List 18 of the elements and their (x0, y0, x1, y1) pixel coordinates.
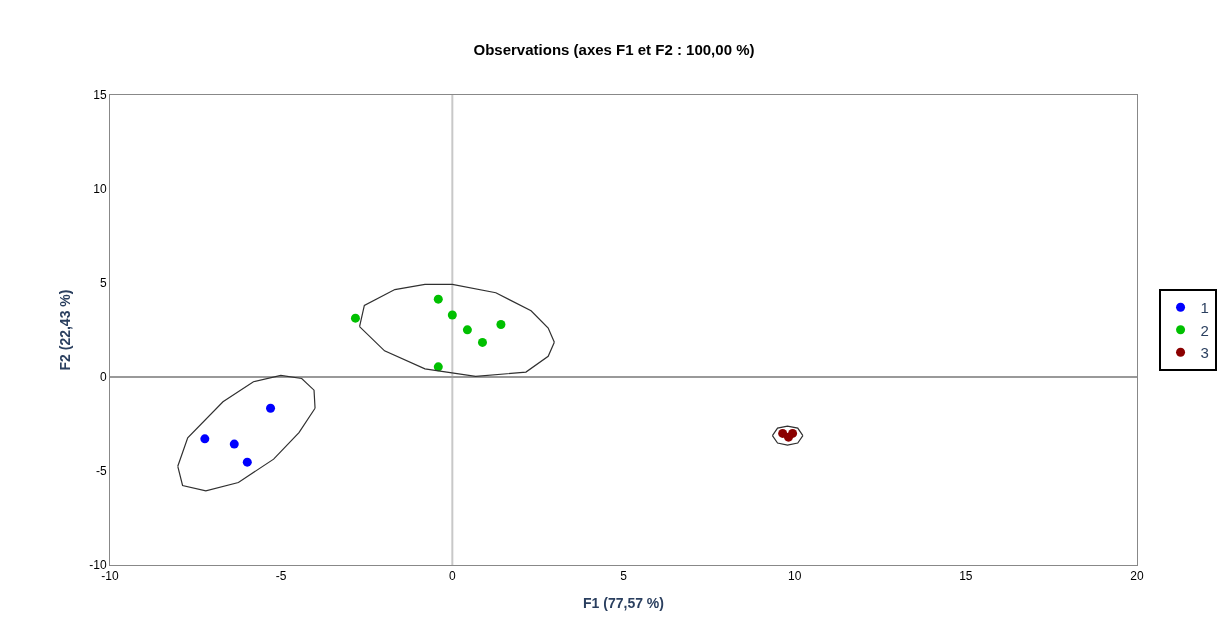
legend-label: 2 (1200, 321, 1209, 339)
y-tick-label: -5 (95, 464, 107, 479)
y-tick-label: 5 (99, 276, 107, 291)
chart-title: Observations (axes F1 et F2 : 100,00 %) (473, 40, 755, 58)
x-tick-label: 0 (448, 569, 456, 584)
x-tick-label: 5 (620, 569, 628, 584)
legend-label: 1 (1200, 299, 1209, 317)
y-tick-label: 15 (93, 88, 107, 103)
legend-label: 3 (1200, 344, 1209, 362)
x-axis-title: F1 (77,57 %) (583, 594, 664, 611)
y-axis-title: F2 (22,43 %) (56, 289, 73, 371)
y-tick-label: 10 (93, 182, 107, 197)
x-tick-label: 15 (959, 569, 973, 584)
x-tick-label: 10 (787, 569, 802, 584)
y-tick-label: 0 (99, 370, 107, 385)
x-tick-label: 20 (1130, 569, 1144, 584)
y-tick-label: -10 (89, 558, 107, 573)
x-tick-label: -5 (275, 569, 287, 584)
